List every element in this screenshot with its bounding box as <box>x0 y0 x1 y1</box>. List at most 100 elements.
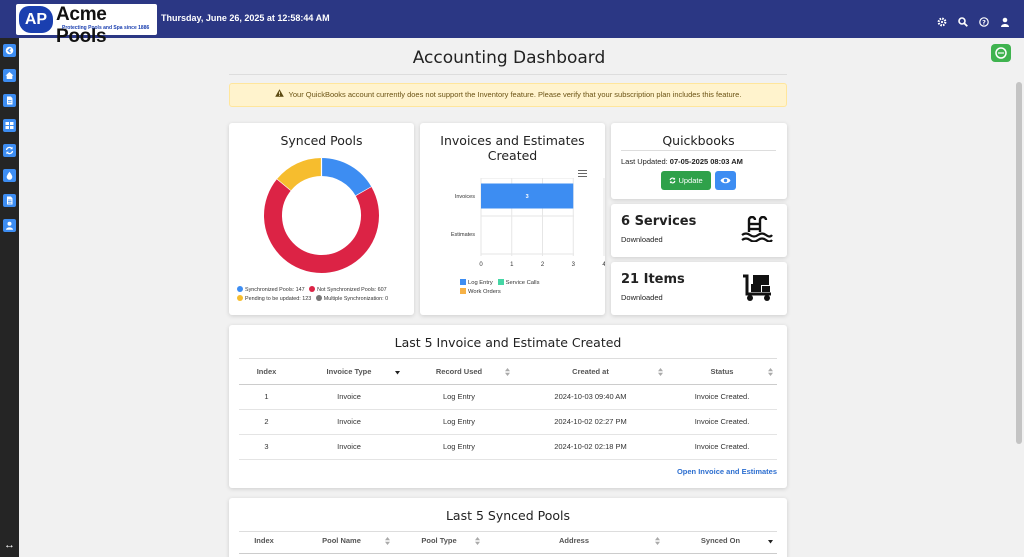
last-updated-text: Last Updated: 07-05-2025 08:03 AM <box>621 157 743 166</box>
invoices-chart-title: Invoices and Estimates Created <box>440 133 585 163</box>
logo-tagline: Protecting Pools and Spa since 1886 <box>62 25 150 31</box>
legend-item-synchronized[interactable]: Synchronized Pools: 147 <box>237 286 305 295</box>
cell-status: Invoice Created. <box>667 434 777 460</box>
inventory-warning-alert: Your QuickBooks account currently does n… <box>229 83 787 107</box>
chart-menu-icon[interactable] <box>578 170 587 177</box>
expand-arrows-icon[interactable]: ↔ <box>4 539 15 551</box>
items-count: 21 Items <box>621 272 685 287</box>
column-header-status[interactable]: Status <box>667 360 777 385</box>
legend-item-multiple[interactable]: Multiple Synchronization: 0 <box>315 295 388 304</box>
table-row[interactable]: 3 Invoice Log Entry 2024-10-02 02:18 PM … <box>239 434 777 460</box>
items-label: Downloaded <box>621 293 663 302</box>
sort-icon <box>768 368 773 378</box>
logo-name: Acme Pools <box>56 4 107 47</box>
company-logo[interactable]: AP Acme Pools Protecting Pools and Spa s… <box>16 4 157 47</box>
column-header-index[interactable]: Index <box>239 360 294 385</box>
top-bar: AP Acme Pools Protecting Pools and Spa s… <box>0 0 1024 47</box>
warning-icon <box>274 84 284 106</box>
legend-item-log-entry[interactable]: Log Entry <box>460 279 493 286</box>
scrollbar-thumb[interactable] <box>1016 82 1022 444</box>
column-header-pool-type[interactable]: Pool Type <box>394 529 484 554</box>
y-category-label: Invoices <box>455 194 475 200</box>
cell-status: Invoice Created. <box>667 409 777 435</box>
sort-icon <box>655 537 660 547</box>
x-tick-label: 2 <box>541 262 545 268</box>
sort-icon <box>505 368 510 378</box>
cell-status: Invoice Created. <box>667 384 777 410</box>
synced-pools-card: Synced Pools Synchronized Pools: 147 Not… <box>229 123 414 315</box>
x-tick-label: 0 <box>479 262 483 268</box>
x-tick-label: 3 <box>572 262 576 268</box>
document-icon[interactable] <box>3 94 16 107</box>
column-header-synced-on[interactable]: Synced On <box>664 529 777 554</box>
donut-slice <box>277 158 322 191</box>
invoices-chart-legend: Log Entry Service Calls Work Orders <box>460 279 539 297</box>
logo-badge: AP <box>19 6 53 33</box>
services-count: 6 Services <box>621 214 697 229</box>
sidebar: ↔ <box>0 38 19 557</box>
user-icon[interactable] <box>1000 14 1010 27</box>
quickbooks-title: Quickbooks <box>621 133 776 151</box>
sync-icon[interactable] <box>3 144 16 157</box>
legend-item-pending[interactable]: Pending to be updated: 123 <box>237 295 311 304</box>
search-icon[interactable] <box>958 14 968 27</box>
open-invoices-link[interactable]: Open Invoice and Estimates <box>676 467 777 476</box>
swimming-pool-icon <box>741 216 773 242</box>
dolly-boxes-icon <box>743 274 771 301</box>
main-content: Accounting Dashboard Your QuickBooks acc… <box>19 38 1014 557</box>
x-tick-label: 1 <box>510 262 514 268</box>
synced-pools-donut-chart <box>264 158 379 273</box>
legend-item-service-calls[interactable]: Service Calls <box>497 279 539 286</box>
column-header-invoice-type[interactable]: Invoice Type <box>294 360 404 385</box>
column-header-index[interactable]: Index <box>239 529 289 554</box>
cell-index: 1 <box>239 384 294 410</box>
page-title: Accounting Dashboard <box>412 48 606 68</box>
last-invoices-title: Last 5 Invoice and Estimate Created <box>239 335 777 359</box>
last-synced-pools-card: Last 5 Synced Pools Index Pool Name Pool… <box>229 498 787 557</box>
column-header-record-used[interactable]: Record Used <box>404 360 514 385</box>
update-button[interactable]: Update <box>661 171 711 190</box>
cell-index: 2 <box>239 409 294 435</box>
file-icon[interactable] <box>3 194 16 207</box>
home-icon[interactable] <box>3 69 16 82</box>
column-header-address[interactable]: Address <box>484 529 664 554</box>
bar <box>481 183 574 209</box>
column-header-created-at[interactable]: Created at <box>514 360 667 385</box>
cell-created-at: 2024-10-02 02:18 PM <box>514 434 667 460</box>
cell-created-at: 2024-10-02 02:27 PM <box>514 409 667 435</box>
water-drop-icon[interactable] <box>3 169 16 182</box>
help-icon[interactable]: ? <box>979 14 989 27</box>
cell-invoice-type: Invoice <box>294 434 404 460</box>
gear-icon[interactable] <box>937 14 947 27</box>
cell-created-at: 2024-10-03 09:40 AM <box>514 384 667 410</box>
services-label: Downloaded <box>621 235 663 244</box>
person-icon[interactable] <box>3 219 16 232</box>
legend-item-work-orders[interactable]: Work Orders <box>460 288 501 295</box>
grid-icon[interactable] <box>3 119 16 132</box>
column-header-pool-name[interactable]: Pool Name <box>289 529 394 554</box>
cell-invoice-type: Invoice <box>294 384 404 410</box>
sort-icon <box>658 368 663 378</box>
cell-record-used: Log Entry <box>404 409 514 435</box>
arrow-circle-icon[interactable] <box>3 44 16 57</box>
sort-desc-icon <box>768 537 773 546</box>
table-row[interactable]: 2 Invoice Log Entry 2024-10-02 02:27 PM … <box>239 409 777 435</box>
x-tick-label: 4 <box>602 262 605 268</box>
cell-invoice-type: Invoice <box>294 409 404 435</box>
invoices-estimates-card: Invoices and Estimates Created 0 1 2 3 4 Invoi… <box>420 123 605 315</box>
items-card: 21 Items Downloaded <box>611 262 787 315</box>
table-row[interactable]: 1 Invoice Log Entry 2024-10-03 09:40 AM … <box>239 384 777 410</box>
current-datetime: Thursday, June 26, 2025 at 12:58:44 AM <box>161 13 330 23</box>
view-button[interactable] <box>715 171 736 190</box>
alert-text: Your QuickBooks account currently does n… <box>288 90 742 99</box>
last-invoices-card: Last 5 Invoice and Estimate Created Inde… <box>229 325 787 488</box>
data-label: 3 <box>526 194 529 200</box>
donut-slice-separator <box>355 186 372 197</box>
chat-button[interactable] <box>991 44 1011 62</box>
scrollbar[interactable] <box>1014 38 1024 557</box>
legend-item-not-synchronized[interactable]: Not Synchronized Pools: 607 <box>309 286 387 295</box>
svg-text:?: ? <box>982 19 986 27</box>
donut-slice <box>321 158 372 197</box>
cell-record-used: Log Entry <box>404 384 514 410</box>
synced-pools-title: Synced Pools <box>280 133 363 148</box>
